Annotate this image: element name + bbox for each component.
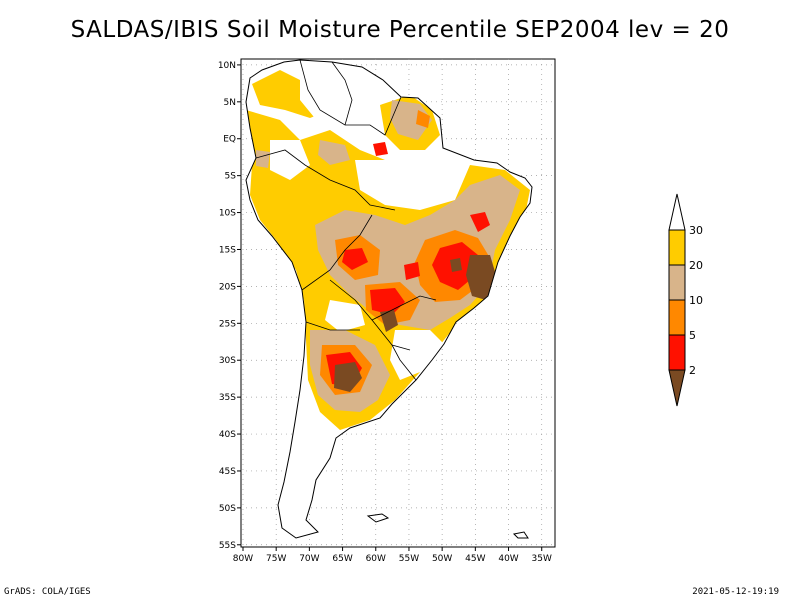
legend-swatch-above-30 [668, 193, 686, 231]
lon-label: 55W [399, 554, 419, 564]
lat-label: 10N [218, 61, 236, 71]
legend-swatch-20-30 [668, 229, 686, 266]
lat-label: 20S [219, 282, 236, 292]
falkland-islands [366, 513, 390, 523]
legend-tick-label: 2 [689, 364, 696, 377]
legend-tick-labels: 30 20 10 5 2 [689, 224, 703, 377]
lon-label: 70W [299, 554, 319, 564]
lon-label: 80W [233, 554, 253, 564]
lon-label: 75W [266, 554, 286, 564]
legend-tick-label: 5 [689, 329, 696, 342]
field-above-30-patches [270, 62, 470, 380]
footer-credit: GrADS: COLA/IGES [4, 587, 91, 597]
longitude-labels: 80W 75W 70W 65W 60W 55W 50W 45W 40W 35W [233, 547, 552, 564]
lat-label: EQ [223, 135, 236, 145]
lat-label: 45S [219, 467, 236, 477]
latitude-labels: 10N 5N EQ 5S 10S 15S 20S 25S 30S 35S 40S 45S 50S 55S [218, 61, 241, 551]
country-borders [255, 59, 437, 381]
lat-label: 5S [225, 172, 237, 182]
lon-label: 40W [498, 554, 518, 564]
lat-label: 50S [219, 504, 236, 514]
legend-swatch-below-2 [668, 369, 686, 407]
footer-timestamp: 2021-05-12-19:19 [692, 587, 779, 597]
legend-tick-label: 20 [689, 259, 703, 272]
lat-label: 55S [219, 541, 236, 551]
lat-label: 15S [219, 245, 236, 255]
legend-colorbar [668, 193, 686, 407]
lon-label: 50W [432, 554, 452, 564]
lon-label: 65W [332, 554, 352, 564]
lon-label: 60W [366, 554, 386, 564]
legend-swatch-5-10 [668, 299, 686, 336]
legend-swatch-2-5 [668, 334, 686, 371]
map-title: SALDAS/IBIS Soil Moisture Percentile SEP… [70, 17, 730, 43]
legend-tick-label: 30 [689, 224, 703, 237]
legend-swatch-10-20 [668, 264, 686, 301]
lat-label: 35S [219, 393, 236, 403]
field-below-2 [334, 255, 496, 392]
lon-label: 45W [465, 554, 485, 564]
legend-tick-label: 10 [689, 294, 703, 307]
lat-label: 5N [224, 98, 236, 108]
lat-label: 40S [219, 430, 236, 440]
lat-label: 10S [219, 209, 236, 219]
south-georgia-island [512, 531, 529, 539]
lat-label: 30S [219, 356, 236, 366]
lon-label: 35W [532, 554, 552, 564]
lat-label: 25S [219, 319, 236, 329]
